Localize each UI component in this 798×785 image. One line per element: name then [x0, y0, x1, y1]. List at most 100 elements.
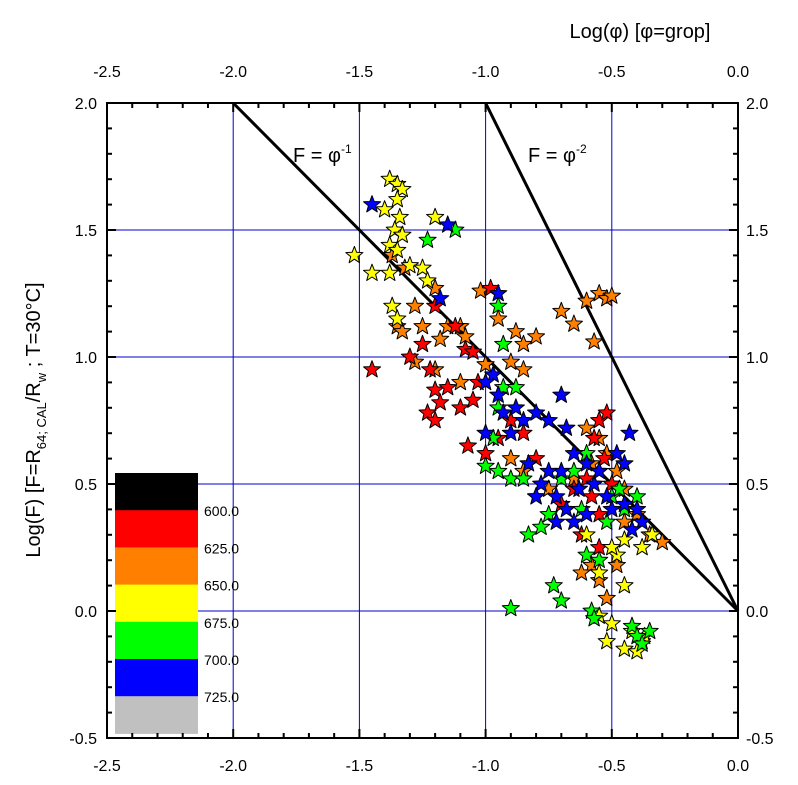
star-point: [393, 225, 412, 243]
star-point: [431, 393, 450, 411]
star-point: [519, 454, 538, 472]
colorbar-swatch: [115, 510, 198, 548]
y-axis-title: Log(F) [F=R64; CAL/Rw ; T=30°C]: [23, 282, 49, 557]
star-point: [527, 403, 546, 421]
x-tick-label: 0.0: [727, 758, 749, 775]
star-point: [602, 286, 621, 304]
star-point: [539, 505, 558, 523]
star-point: [633, 634, 652, 652]
star-point: [640, 621, 659, 640]
star-point: [405, 296, 424, 314]
star-point: [489, 296, 508, 314]
y-tick-label: 0.0: [75, 604, 97, 621]
star-point: [400, 347, 419, 365]
star-point: [615, 639, 634, 657]
star-point: [380, 169, 399, 187]
star-point: [421, 360, 440, 378]
star-point: [582, 601, 601, 619]
star-point: [607, 555, 626, 574]
star-point: [519, 525, 538, 543]
star-point: [527, 327, 546, 345]
star-point: [388, 190, 407, 208]
star-point: [514, 411, 533, 429]
colorbar-label: 725.0: [204, 689, 239, 705]
star-point: [552, 469, 571, 487]
star-point: [451, 372, 470, 391]
y-tick-label: 2.0: [75, 96, 97, 113]
star-point: [431, 329, 450, 347]
star-point: [564, 512, 583, 530]
star-point: [577, 469, 596, 487]
star-point: [489, 284, 508, 302]
star-point: [590, 550, 609, 568]
star-point: [572, 563, 591, 581]
star-point: [489, 309, 508, 327]
star-point: [590, 284, 609, 302]
star-point: [418, 271, 437, 289]
star-point: [494, 334, 513, 353]
star-point: [585, 609, 604, 627]
colorbar-label: 625.0: [204, 540, 239, 556]
y2-tick-label: 1.0: [746, 350, 768, 367]
star-point: [602, 499, 621, 518]
colorbar-label: 700.0: [204, 652, 239, 668]
star-point: [418, 230, 437, 248]
star-point: [597, 588, 616, 607]
star-point: [363, 195, 382, 213]
star-point: [552, 385, 571, 403]
colorbar-label: 600.0: [204, 503, 239, 519]
star-point: [577, 454, 596, 472]
x2-tick-label: -0.5: [598, 64, 626, 81]
y-tick-label: 1.0: [75, 350, 97, 367]
star-point: [622, 520, 642, 538]
star-point: [597, 512, 616, 530]
star-point: [577, 291, 596, 309]
star-point: [514, 469, 533, 487]
y2-tick-label: -0.5: [746, 731, 774, 748]
star-point: [602, 614, 621, 632]
star-point: [489, 385, 508, 403]
star-point: [585, 332, 604, 350]
y2-tick-label: 2.0: [746, 96, 768, 113]
star-point: [476, 372, 495, 391]
star-point: [375, 200, 394, 218]
star-point: [615, 512, 634, 530]
star-point: [597, 487, 616, 505]
star-point: [577, 525, 596, 543]
star-point: [585, 428, 604, 447]
star-point: [506, 398, 525, 416]
colorbar-swatch: [115, 659, 198, 697]
star-point: [476, 456, 495, 474]
star-point: [615, 576, 634, 594]
star-point: [463, 390, 482, 408]
y2-tick-label: 0.0: [746, 604, 768, 621]
colorbar-swatch: [115, 621, 198, 660]
star-point: [552, 591, 571, 609]
star-point: [418, 403, 437, 421]
star-point: [506, 378, 525, 396]
y2-tick-label: 1.5: [746, 223, 768, 240]
x-tick-label: -1.0: [472, 758, 500, 775]
x2-tick-label: 0.0: [727, 64, 749, 81]
colorbar-label: 650.0: [204, 578, 239, 594]
star-point: [501, 352, 520, 370]
reference-line: [484, 102, 740, 612]
x2-tick-label: -2.0: [219, 64, 247, 81]
star-point: [590, 563, 609, 581]
star-point: [385, 220, 404, 238]
star-point: [557, 499, 576, 518]
star-point: [547, 512, 566, 530]
star-point: [489, 461, 508, 480]
star-point: [393, 179, 412, 198]
star-point: [539, 461, 558, 480]
star-point: [438, 215, 457, 233]
y-tick-label: 0.5: [75, 477, 97, 494]
star-point: [547, 487, 566, 505]
star-point: [532, 474, 551, 492]
colorbar-label: 675.0: [204, 615, 239, 631]
star-point: [345, 245, 364, 264]
star-point: [501, 449, 520, 467]
star-point: [615, 454, 634, 472]
star-point: [620, 423, 639, 441]
